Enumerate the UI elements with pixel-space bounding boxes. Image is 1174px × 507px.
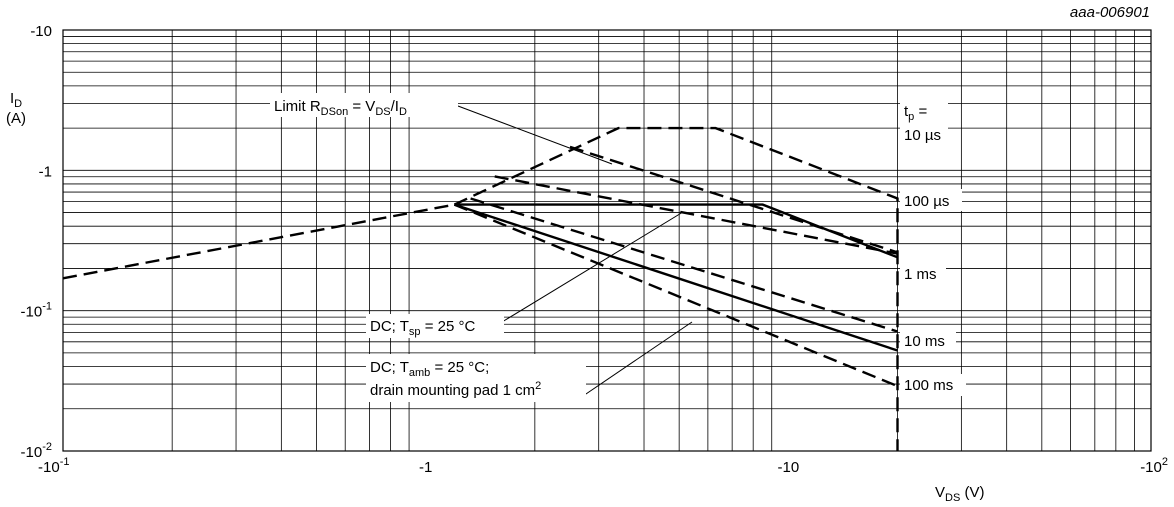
label-10ms-bg — [900, 330, 956, 352]
x-tick-label: -10-1 — [38, 456, 69, 476]
y-tick-label: -1 — [39, 163, 52, 180]
series-line-6 — [453, 203, 898, 388]
dc-amb-label-line1: DC; Tamb = 25 °C; — [370, 359, 489, 379]
label-10us: 10 µs — [904, 127, 941, 144]
leader-dc-sp — [501, 211, 684, 323]
leader-lines — [457, 105, 693, 397]
label-1ms: 1 ms — [904, 266, 937, 283]
grid — [63, 30, 1151, 452]
figure-id: aaa-006901 — [1070, 4, 1150, 21]
limit-label-bg — [270, 93, 458, 117]
annotation-labels: Limit RDSon = VDS/ID tp = 10 µs 100 µs 1… — [270, 93, 966, 402]
series-line-5 — [470, 197, 898, 333]
dc-sp-label: DC; Tsp = 25 °C — [370, 318, 475, 338]
x-tick-label: -102 — [1140, 456, 1168, 476]
tp-label-bg — [900, 97, 948, 145]
y-tick-label: -10 — [30, 23, 52, 40]
series-line-1 — [62, 203, 455, 280]
label-100ms-bg — [900, 374, 966, 396]
y-tick-label: -10-2 — [21, 441, 52, 461]
label-100us-bg — [900, 189, 962, 211]
tp-label: tp = — [904, 103, 927, 123]
leader-dc-amb — [582, 321, 693, 397]
y-tick-label: -10-1 — [21, 301, 52, 321]
series-line-7 — [454, 203, 898, 259]
series-line-2 — [453, 126, 899, 451]
x-tick-label: -10 — [777, 459, 799, 476]
label-100us: 100 µs — [904, 193, 949, 210]
series-line-8 — [454, 203, 898, 352]
dc-amb-label-bg — [366, 354, 586, 402]
y-axis-label: ID — [10, 90, 22, 110]
label-1ms-bg — [900, 262, 946, 284]
series-line-4 — [494, 175, 898, 255]
label-100ms: 100 ms — [904, 377, 953, 394]
plot-frame — [62, 29, 1152, 452]
x-tick-label: -1 — [419, 459, 432, 476]
dc-amb-label-line2: drain mounting pad 1 cm2 — [370, 380, 541, 399]
dc-sp-label-bg — [366, 314, 504, 338]
tick-labels: -10-1 -1 -10 -102-10-1-10-1-10-2 — [21, 23, 1168, 476]
label-10ms: 10 ms — [904, 333, 945, 350]
y-axis-unit: (A) — [6, 110, 26, 127]
series-group — [62, 126, 899, 451]
leader-limit — [457, 105, 613, 165]
limit-label: Limit RDSon = VDS/ID — [274, 98, 407, 118]
x-axis-label: VDS (V) — [935, 484, 984, 504]
